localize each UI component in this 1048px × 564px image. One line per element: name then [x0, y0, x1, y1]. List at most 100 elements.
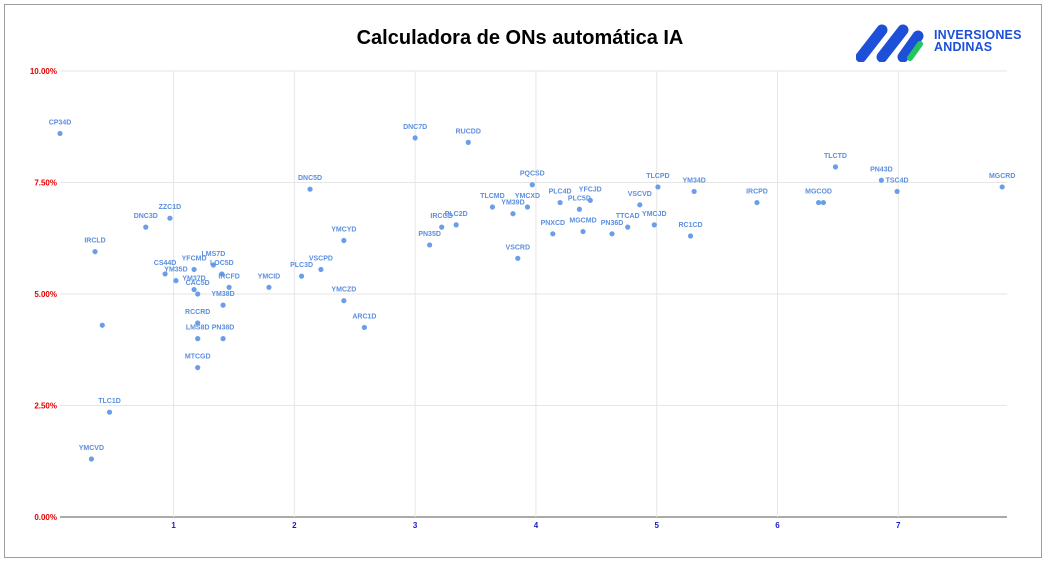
data-point-label: IRCFD: [218, 273, 239, 280]
data-point-label: LMS8D: [186, 325, 210, 332]
data-point[interactable]: [361, 324, 367, 331]
data-point-label: RCCRD: [185, 309, 210, 316]
y-tick-label: 2.50%: [34, 402, 57, 411]
logo-line1: INVERSIONES: [934, 28, 1022, 42]
data-point-label: YM39D: [501, 200, 524, 207]
data-point[interactable]: [191, 286, 197, 293]
data-point[interactable]: [220, 336, 226, 342]
data-point-label: VSCVD: [628, 191, 652, 198]
data-point[interactable]: [298, 273, 305, 279]
data-point-label: PN43D: [870, 166, 893, 173]
data-point[interactable]: [106, 409, 113, 415]
data-point[interactable]: [515, 255, 521, 261]
data-point[interactable]: [510, 211, 516, 217]
data-point-label: PN36D: [601, 220, 624, 227]
data-point-label: PLC4D: [549, 189, 572, 196]
data-point-label: PN35D: [418, 231, 441, 238]
data-point-label: RC1CD: [678, 222, 702, 229]
data-point[interactable]: [173, 278, 179, 284]
data-point[interactable]: [195, 364, 201, 371]
x-tick-label: 4: [534, 521, 539, 530]
data-point[interactable]: [529, 182, 535, 188]
chart-title: Calculadora de ONs automática IA: [356, 27, 684, 49]
data-point[interactable]: [651, 222, 657, 228]
data-point[interactable]: [195, 336, 201, 342]
data-point[interactable]: [754, 199, 760, 206]
data-point[interactable]: [195, 320, 201, 326]
inversiones-andinas-logo: INVERSIONES ANDINAS: [855, 22, 1031, 63]
data-point[interactable]: [341, 298, 347, 304]
x-tick-label: 2: [292, 521, 297, 530]
data-point-label: TTCAD: [616, 213, 640, 220]
data-point[interactable]: [655, 184, 661, 190]
data-point[interactable]: [580, 228, 586, 235]
data-point[interactable]: [999, 184, 1005, 190]
data-point[interactable]: [412, 135, 418, 141]
data-point[interactable]: [453, 222, 459, 228]
data-point[interactable]: [687, 233, 694, 239]
data-point[interactable]: [57, 130, 63, 137]
data-point[interactable]: [167, 215, 173, 221]
data-point-label: PNXCD: [541, 220, 566, 227]
data-point[interactable]: [465, 139, 471, 145]
data-point[interactable]: [439, 224, 445, 230]
data-point[interactable]: [318, 266, 324, 273]
data-point-label: TLCTD: [824, 153, 847, 160]
data-point[interactable]: [637, 202, 643, 208]
data-point[interactable]: [587, 197, 593, 203]
data-point[interactable]: [99, 322, 105, 328]
logo-text: INVERSIONES ANDINAS: [934, 28, 1022, 54]
data-point-label: VSCRD: [506, 244, 531, 251]
data-point-label: CS44D: [154, 260, 177, 267]
data-point[interactable]: [489, 204, 496, 210]
data-point-label: IRCPD: [746, 189, 768, 196]
y-tick-label: 0.00%: [34, 513, 57, 522]
data-point[interactable]: [815, 199, 822, 206]
data-point[interactable]: [341, 237, 347, 244]
data-point[interactable]: [162, 271, 168, 277]
data-point-label: PLC5D: [568, 195, 591, 202]
data-point[interactable]: [191, 266, 197, 273]
data-point-label: YM38D: [211, 291, 234, 298]
data-point[interactable]: [894, 188, 900, 195]
y-tick-label: 10.00%: [30, 67, 57, 76]
data-point-label: YFCJD: [579, 186, 602, 193]
data-point-label: YMCID: [258, 273, 281, 280]
data-point[interactable]: [625, 224, 631, 230]
inversiones-andinas-logo-icon: [855, 24, 924, 63]
data-point[interactable]: [576, 206, 583, 212]
data-point[interactable]: [832, 164, 839, 170]
data-point-label: PN38D: [212, 325, 235, 332]
data-point[interactable]: [550, 231, 556, 237]
data-point-label: VSCPD: [309, 255, 333, 262]
data-point[interactable]: [427, 242, 433, 248]
data-point-label: YMCXD: [515, 193, 540, 200]
data-point[interactable]: [88, 456, 95, 462]
data-point[interactable]: [92, 249, 98, 255]
data-point[interactable]: [210, 262, 217, 268]
data-point[interactable]: [226, 284, 232, 290]
data-point[interactable]: [219, 271, 225, 277]
data-point-label: YMCJD: [642, 211, 667, 218]
data-point[interactable]: [691, 188, 697, 195]
data-point-label: LMS7D: [202, 251, 226, 258]
data-point-label: YMCZD: [331, 287, 356, 294]
y-axis-ticks: 0.00% 2.50% 5.00% 7.50% 10.00%: [30, 67, 57, 522]
data-point-label: YM35D: [164, 267, 187, 274]
data-point[interactable]: [878, 177, 884, 183]
data-point[interactable]: [220, 302, 226, 308]
data-point[interactable]: [524, 204, 531, 210]
data-point[interactable]: [143, 224, 149, 230]
data-point-label: LOC5D: [210, 260, 234, 267]
data-point[interactable]: [307, 186, 313, 192]
data-point-label: ARC1D: [352, 313, 376, 320]
data-point[interactable]: [195, 291, 201, 297]
data-point[interactable]: [609, 231, 615, 237]
data-point[interactable]: [820, 199, 826, 206]
y-tick-label: 5.00%: [34, 290, 57, 299]
data-point[interactable]: [266, 284, 272, 290]
x-axis-ticks: 1 2 3 4 5 6 7: [171, 521, 901, 530]
data-point[interactable]: [557, 199, 563, 206]
